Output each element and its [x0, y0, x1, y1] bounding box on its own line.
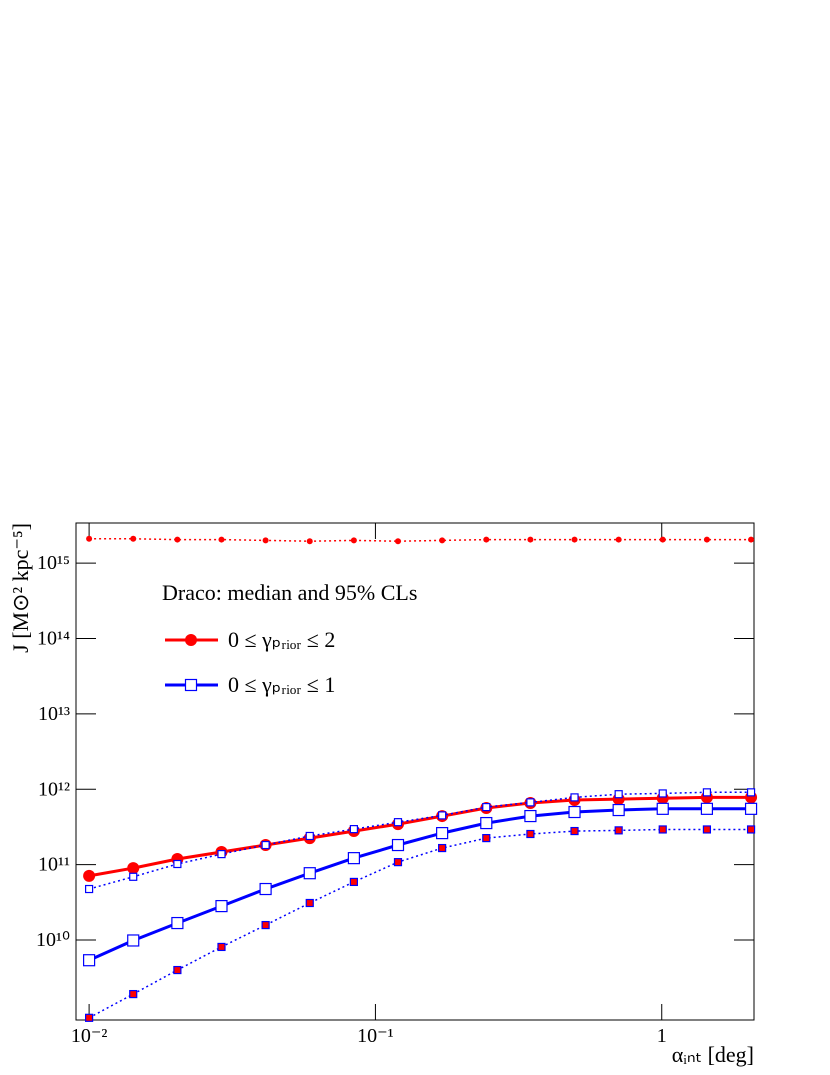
marker [436, 827, 449, 840]
legend-title: Draco: median and 95% CLs [162, 580, 417, 605]
marker [393, 818, 403, 827]
marker [215, 899, 228, 913]
marker [438, 811, 447, 820]
marker [439, 537, 446, 544]
y-axis-label: J [M⊙² kpc⁻⁵] [8, 523, 33, 653]
marker [262, 537, 269, 544]
marker [526, 829, 535, 839]
legend-label: 0 ≤ γₚᵣᵢₒᵣ ≤ 1 [228, 672, 335, 697]
marker [614, 826, 623, 835]
marker [482, 802, 491, 812]
marker [305, 831, 314, 841]
plot-frame [75, 522, 755, 1021]
marker [217, 942, 226, 952]
marker [391, 838, 405, 852]
marker [127, 934, 140, 947]
marker [173, 965, 182, 975]
marker [659, 536, 666, 543]
series-line [88, 795, 752, 878]
y-tick-label: 10¹⁰ [36, 929, 70, 951]
marker [303, 867, 316, 880]
marker [217, 850, 226, 859]
marker [394, 538, 401, 545]
marker [480, 816, 493, 830]
marker [174, 536, 181, 543]
marker [261, 840, 270, 850]
marker [173, 859, 182, 869]
series-line [89, 538, 752, 542]
marker [702, 788, 712, 797]
marker [700, 802, 714, 815]
marker [438, 843, 447, 853]
marker [349, 877, 358, 887]
marker [524, 809, 537, 823]
x-tick-label: 10⁻¹ [357, 1025, 394, 1047]
marker [615, 536, 622, 543]
marker [748, 536, 755, 543]
marker [702, 825, 712, 834]
marker [130, 535, 137, 542]
series-line [88, 791, 752, 890]
marker [527, 536, 534, 543]
marker [746, 788, 756, 797]
legend-marker [184, 678, 198, 692]
marker [306, 538, 313, 545]
legend-marker [185, 634, 197, 646]
y-tick-label: 10¹⁵ [37, 552, 70, 574]
marker [171, 916, 184, 930]
marker [83, 869, 96, 882]
y-tick-label: 10¹¹ [38, 854, 70, 876]
y-tick-label: 10¹² [38, 778, 70, 800]
x-tick-label: 10⁻² [71, 1025, 108, 1047]
marker [571, 536, 578, 543]
marker [570, 793, 579, 802]
marker [349, 825, 358, 834]
y-tick-label: 10¹³ [38, 703, 70, 725]
marker [129, 872, 138, 881]
marker [347, 852, 360, 865]
marker [744, 802, 758, 815]
marker [658, 825, 667, 834]
marker [85, 1013, 94, 1022]
marker [350, 537, 357, 544]
x-axis-label: αᵢₙₜ [deg] [672, 1042, 754, 1067]
marker [614, 790, 623, 799]
marker [746, 825, 756, 834]
marker [568, 805, 581, 819]
marker [656, 802, 669, 815]
marker [129, 989, 138, 999]
x-tick-label: 1 [657, 1025, 667, 1047]
marker [570, 826, 579, 836]
marker [127, 862, 140, 875]
legend-label: 0 ≤ γₚᵣᵢₒᵣ ≤ 2 [228, 627, 335, 652]
marker [86, 535, 93, 542]
marker [83, 954, 96, 967]
marker [261, 920, 270, 930]
marker [612, 803, 625, 817]
y-tick-label: 10¹⁴ [37, 627, 70, 649]
marker [218, 536, 225, 543]
marker [703, 536, 710, 543]
marker [393, 858, 403, 867]
marker [658, 789, 667, 798]
series-line [88, 828, 752, 1019]
marker [305, 898, 314, 908]
marker [259, 882, 272, 896]
marker [526, 798, 535, 807]
series-line [88, 807, 752, 962]
marker [483, 536, 490, 543]
marker [482, 833, 491, 843]
marker [85, 884, 94, 894]
